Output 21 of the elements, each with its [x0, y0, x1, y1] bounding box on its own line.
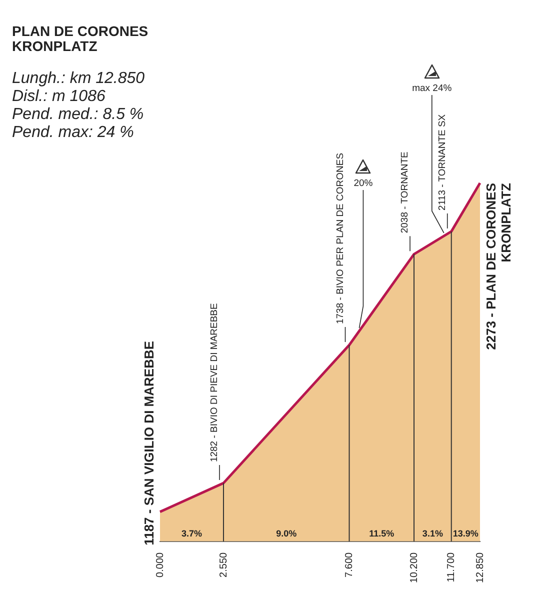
data-label: 2273 - PLAN DE CORONES KRONPLATZ	[484, 182, 514, 350]
chart-subtitle: Lungh.: km 12.850 Disl.: m 1086 Pend. med.: 8.5 % Pend. max: 24 %	[12, 70, 145, 142]
data-label: 1187 - SAN VIGILIO DI MAREBBE	[142, 340, 157, 546]
chart-title: PLAN DE CORONES KRONPLATZ	[12, 23, 148, 54]
data-label: 1738 - BIVIO PER PLAN DE CORONES	[334, 152, 346, 324]
data-label: 1282 - BIVIO DI PIEVE DI MAREBBE	[209, 303, 220, 462]
annotation: 3.7%	[181, 528, 202, 538]
x-tick-label: 12.850	[474, 552, 486, 584]
data-label: 2038 - TORNANTE	[400, 152, 411, 234]
annotation: 13.9%	[452, 528, 478, 538]
annotation: max 24%	[412, 82, 452, 94]
x-tick-label: 0.000	[154, 552, 166, 578]
x-tick-label: 7.600	[344, 552, 356, 578]
annotation: 9.0%	[276, 528, 297, 538]
annotation: 3.1%	[422, 528, 443, 538]
x-tick-label: 2.550	[218, 552, 230, 578]
x-tick-label: 11.700	[446, 552, 458, 582]
annotation: 11.5%	[369, 528, 394, 538]
x-tick-label: 10.200	[408, 552, 420, 584]
annotation: 20%	[354, 178, 374, 190]
data-label: 2113 - TORNANTE SX	[436, 114, 448, 210]
